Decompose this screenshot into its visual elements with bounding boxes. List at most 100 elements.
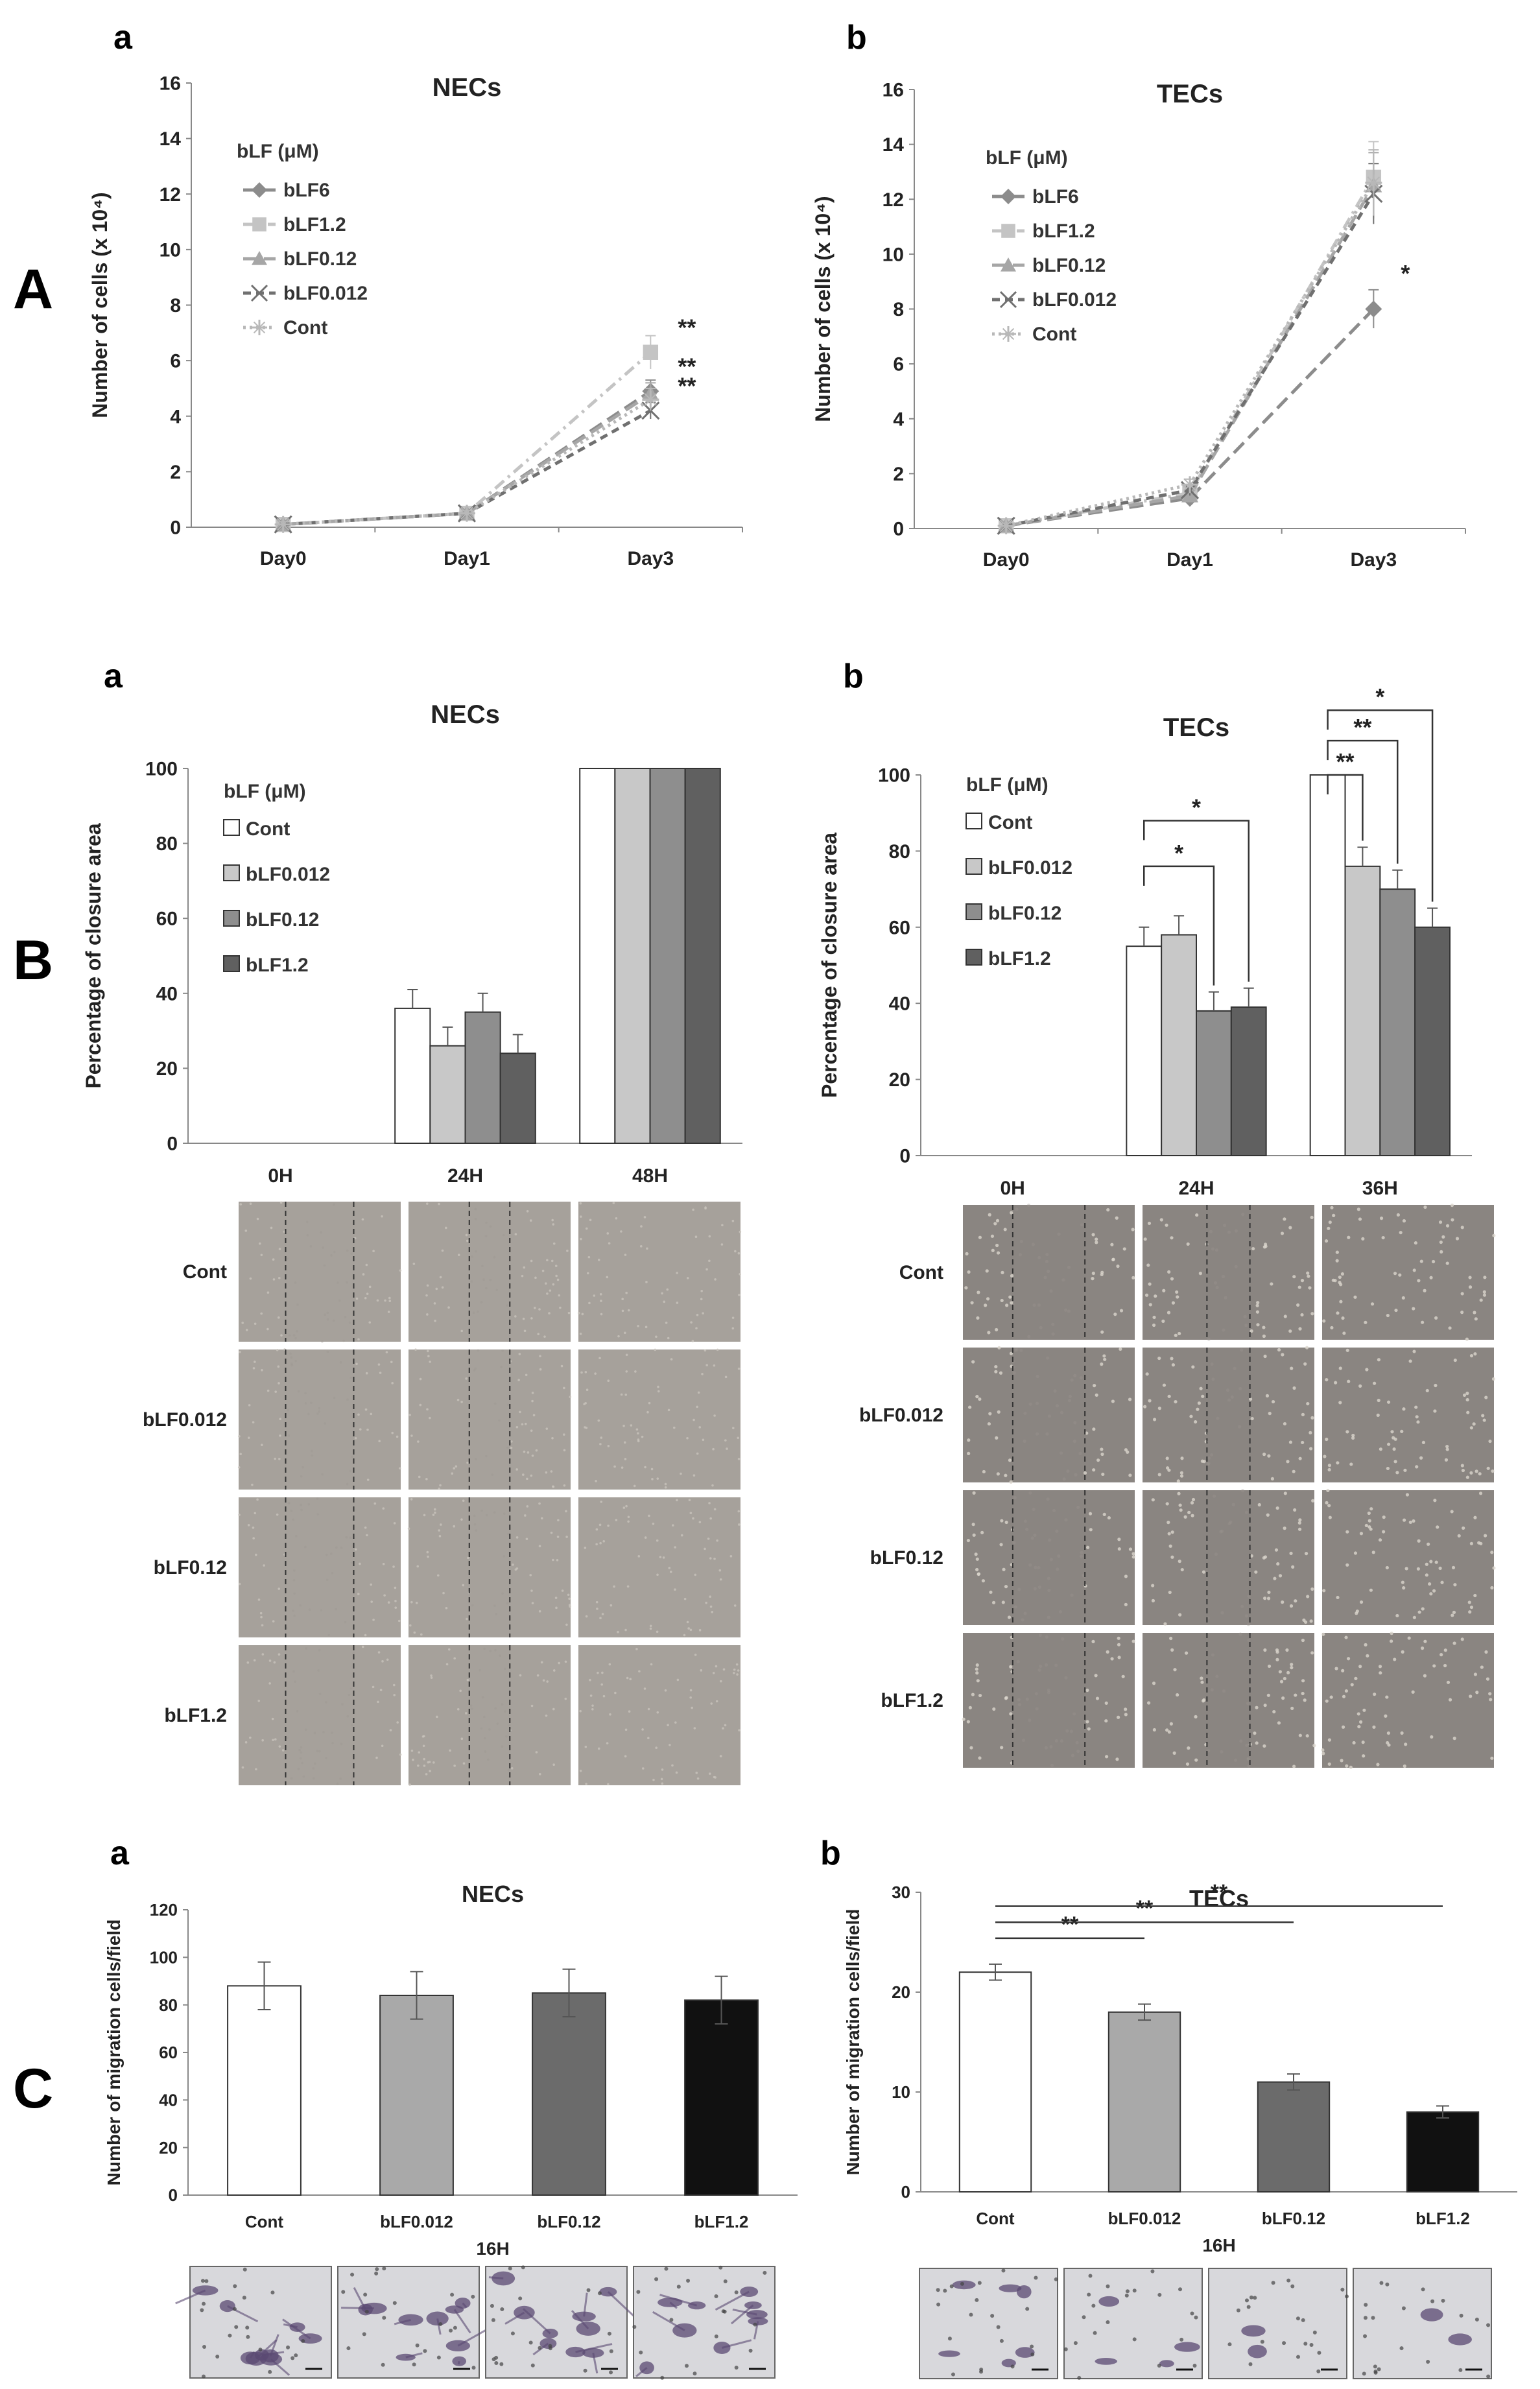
cell-speck <box>526 1210 529 1213</box>
cell-speck <box>969 1746 973 1750</box>
cell-speck <box>1004 1696 1008 1700</box>
cell-speck <box>278 1457 281 1460</box>
legend-item: bLF1.2 <box>965 948 1051 969</box>
cell-speck <box>1162 1289 1166 1292</box>
transwell-image <box>632 2265 776 2380</box>
cell-speck <box>1288 1329 1292 1333</box>
cell-speck <box>1353 1551 1358 1555</box>
cell-speck <box>1005 1303 1009 1307</box>
cell-speck <box>1191 1365 1195 1369</box>
y-tick-label: 40 <box>159 2090 178 2110</box>
pore-dot <box>449 2328 453 2333</box>
cell-speck <box>1298 1518 1302 1522</box>
transwell-background <box>1208 2268 1347 2379</box>
cell-speck <box>1233 1366 1237 1370</box>
cell-speck <box>345 1536 348 1539</box>
cell-speck <box>425 1478 428 1480</box>
pore-dot <box>258 2347 263 2352</box>
cell-speck <box>1220 1611 1224 1615</box>
cell-speck <box>1473 1515 1477 1519</box>
cell-speck <box>1344 1689 1348 1693</box>
cell-speck <box>261 1739 264 1742</box>
pore-dot <box>1106 2320 1110 2324</box>
cell-speck <box>1345 1530 1349 1534</box>
cell-speck <box>716 1539 718 1542</box>
cell-speck <box>300 1475 303 1478</box>
panel-C-a-letter: a <box>110 1835 130 1872</box>
row-label: bLF0.12 <box>870 1547 943 1569</box>
cell-speck <box>676 1678 680 1682</box>
cell-speck <box>1425 1573 1428 1577</box>
pore-dot <box>1286 2278 1291 2283</box>
cell-speck <box>1128 1547 1133 1551</box>
cell-speck <box>664 1486 667 1489</box>
cell-speck <box>662 1556 665 1559</box>
cell-speck <box>1387 1442 1391 1446</box>
cell-speck <box>555 1274 558 1278</box>
cell-speck <box>252 1421 255 1424</box>
cell-speck <box>579 1770 582 1772</box>
cell-speck <box>1338 1366 1342 1370</box>
cell-speck <box>579 1333 582 1335</box>
y-tick-label: 16 <box>883 80 904 101</box>
micrograph-background <box>239 1202 401 1342</box>
cell-speck <box>1309 1447 1313 1451</box>
bracket-label: ** <box>1336 748 1354 775</box>
legend-label: bLF0.12 <box>1032 255 1106 276</box>
pore-dot <box>1073 2341 1078 2346</box>
cell-speck <box>1431 1259 1436 1264</box>
cell-speck <box>393 1522 396 1525</box>
cell-speck <box>276 1513 279 1516</box>
cell-speck <box>1103 1357 1107 1361</box>
cell-speck <box>501 1349 504 1352</box>
section-label-B: B <box>13 929 53 992</box>
cell-speck <box>503 1555 506 1558</box>
cell-speck <box>712 1672 715 1674</box>
cell-speck <box>626 1585 630 1588</box>
cell-speck <box>1301 1638 1305 1643</box>
cell-speck <box>258 1242 261 1245</box>
legend-label: bLF0.12 <box>988 903 1061 924</box>
cell-speck <box>693 1727 696 1729</box>
pore-dot <box>1426 2359 1430 2364</box>
cell-process <box>607 2291 635 2318</box>
pore-dot <box>763 2270 767 2275</box>
cell-speck <box>1147 1221 1152 1226</box>
cell-speck <box>656 1711 659 1714</box>
cell-speck <box>307 1412 310 1416</box>
cell-speck <box>267 1389 270 1392</box>
cell-speck <box>568 1604 571 1606</box>
cell-speck <box>325 1757 327 1759</box>
pore-dot <box>1088 2274 1093 2278</box>
cell-speck <box>1196 1407 1200 1411</box>
cell-speck <box>607 1783 610 1786</box>
cell-speck <box>1297 1521 1301 1525</box>
cell-speck <box>456 1399 460 1401</box>
cell-speck <box>1167 1521 1170 1525</box>
cell-speck <box>290 1777 293 1780</box>
cell-speck <box>1189 1414 1193 1418</box>
cell-speck <box>488 1728 491 1731</box>
cell-speck <box>1085 1545 1090 1549</box>
cell-speck <box>419 1377 422 1381</box>
cell-speck <box>1176 1295 1179 1299</box>
cell-speck <box>460 1737 464 1741</box>
cell-speck <box>361 1218 364 1221</box>
cell-speck <box>589 1218 592 1222</box>
pore-dot <box>521 2265 525 2270</box>
y-tick-label: 2 <box>170 462 181 483</box>
cell-speck <box>1062 1477 1066 1481</box>
cell-speck <box>704 1207 707 1210</box>
cell-speck <box>664 1482 667 1486</box>
cell-speck <box>617 1335 620 1338</box>
cell-speck <box>325 1701 327 1704</box>
cell-speck <box>1369 1527 1373 1531</box>
cell-speck <box>1072 1440 1076 1444</box>
series-line <box>1006 193 1375 528</box>
cell-speck <box>1365 1368 1369 1372</box>
bar <box>579 768 616 1144</box>
cell-process <box>341 2307 374 2310</box>
cell-speck <box>991 1600 996 1604</box>
cell-speck <box>645 1325 648 1329</box>
